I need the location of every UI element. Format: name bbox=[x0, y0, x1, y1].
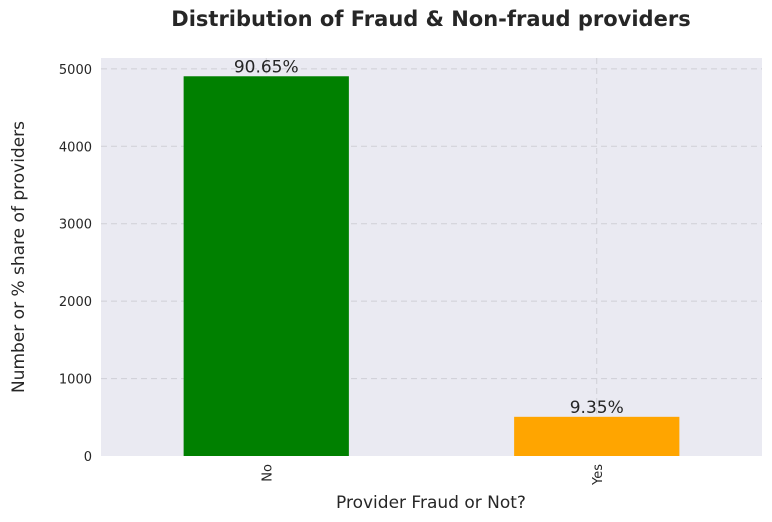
y-tick-label: 0 bbox=[84, 450, 92, 465]
x-tick-label: No bbox=[260, 464, 275, 482]
data-label: 90.65% bbox=[234, 57, 299, 77]
y-tick-label: 5000 bbox=[59, 63, 92, 78]
bars bbox=[183, 76, 680, 457]
data-label: 9.35% bbox=[570, 398, 624, 418]
bar-no bbox=[183, 76, 349, 457]
x-axis-label: Provider Fraud or Not? bbox=[336, 493, 526, 513]
y-axis-ticks: 0 1000 2000 3000 4000 5000 bbox=[59, 63, 92, 465]
chart-title: Distribution of Fraud & Non-fraud provid… bbox=[171, 7, 690, 31]
x-axis-ticks: No Yes bbox=[260, 464, 606, 486]
y-tick-label: 4000 bbox=[59, 140, 92, 155]
y-tick-label: 2000 bbox=[59, 295, 92, 310]
bar-yes bbox=[514, 416, 680, 456]
data-labels: 90.65% 9.35% bbox=[234, 57, 624, 418]
y-tick-label: 1000 bbox=[59, 373, 92, 388]
y-tick-label: 3000 bbox=[59, 218, 92, 233]
x-tick-label: Yes bbox=[591, 464, 606, 486]
y-axis-label: Number or % share of providers bbox=[9, 121, 29, 393]
